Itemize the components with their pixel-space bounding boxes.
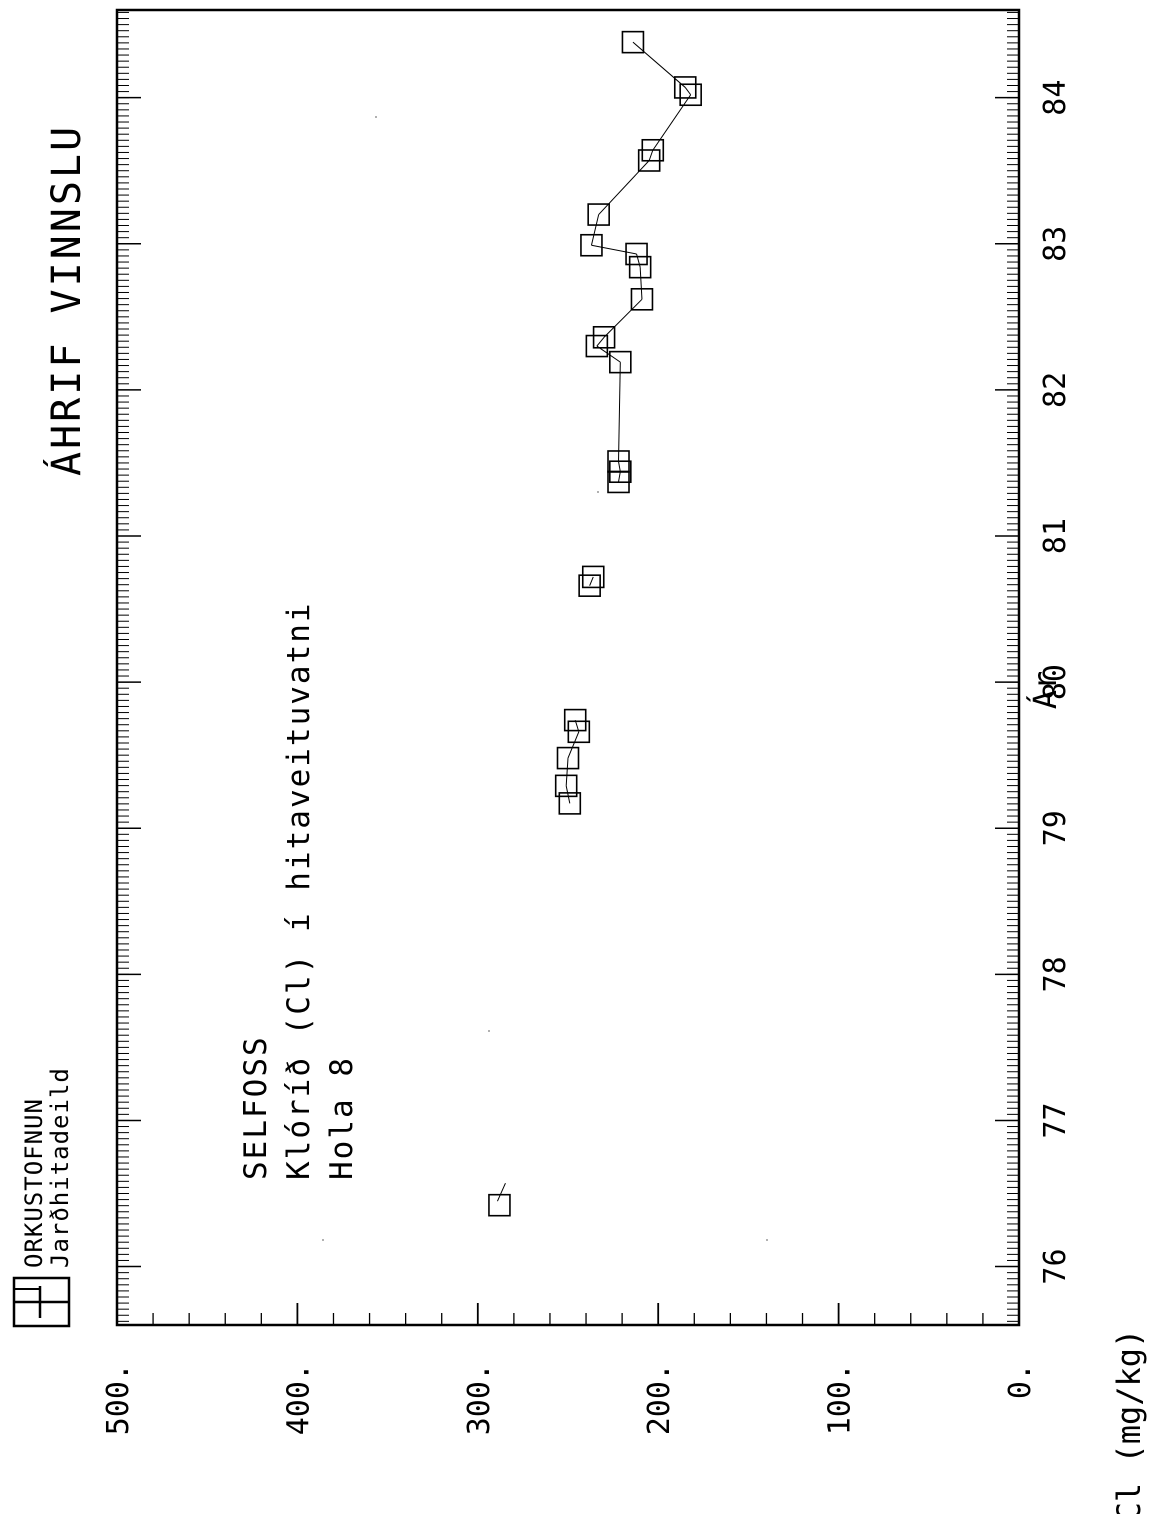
data-point (581, 565, 605, 589)
chart-title: ÁHRIF VINNSLU (42, 124, 90, 476)
data-point (567, 720, 591, 744)
data-point (641, 138, 665, 162)
series-segment (598, 160, 650, 215)
x-tick-label: 79 (1038, 810, 1073, 846)
series-segment (632, 41, 686, 88)
data-point (609, 350, 632, 374)
series-segment (565, 758, 569, 786)
y-tick-label: 0. (1003, 1363, 1038, 1399)
y-tick-label: 300. (462, 1363, 497, 1435)
data-point (556, 746, 580, 770)
scan-specks (322, 116, 768, 1241)
series-segment (591, 244, 637, 255)
y-axis-label: Cl (mg/kg) (1110, 1329, 1148, 1514)
data-point (587, 203, 610, 226)
data-point (488, 1193, 511, 1217)
data-point (558, 792, 582, 815)
series-segment (565, 785, 571, 804)
data-point (580, 233, 603, 257)
series-segment (618, 471, 621, 483)
annotation-well: Hola 8 (324, 1056, 360, 1180)
x-tick-label: 77 (1038, 1102, 1073, 1138)
logo (12, 1276, 71, 1328)
x-tick-label: 82 (1038, 372, 1073, 408)
series-segment (648, 150, 654, 161)
data-point (673, 76, 697, 99)
x-tick-label: 80 (1038, 664, 1073, 700)
series-segment (596, 336, 605, 347)
major-ticks (117, 96, 1019, 1268)
series-segment (590, 214, 600, 246)
annotation-location: SELFOSS (238, 1035, 274, 1180)
plot-frame (115, 8, 1021, 1327)
series-segment (652, 94, 692, 151)
department-name: Jarðhitadeild (46, 1067, 74, 1268)
x-tick-label: 84 (1038, 80, 1073, 116)
series-segment (618, 362, 621, 462)
data-point (621, 30, 645, 54)
data-point (554, 774, 578, 798)
org-name: ORKUSTOFNUN (20, 1098, 48, 1268)
series-segment (567, 731, 580, 759)
data-point (628, 255, 652, 279)
series-stub (496, 1182, 506, 1202)
y-axis-ticks (116, 1303, 1020, 1325)
data-point (592, 325, 616, 349)
data-point (625, 242, 648, 266)
x-tick-label: 78 (1038, 956, 1073, 992)
y-tick-label: 200. (642, 1363, 677, 1435)
data-point (563, 708, 587, 732)
series-segment (639, 267, 643, 300)
data-point (578, 574, 601, 597)
data-point (607, 450, 630, 473)
data-point (630, 287, 654, 311)
x-tick-label: 76 (1038, 1248, 1073, 1284)
series-segment (589, 576, 594, 586)
x-axis-label: Ár (1026, 671, 1064, 710)
data-point (679, 83, 702, 107)
data-point (585, 334, 609, 358)
series-segment (596, 345, 621, 363)
y-tick-label: 400. (281, 1363, 316, 1435)
series-segment (684, 87, 692, 96)
series-segment (618, 461, 621, 472)
series-cl (488, 30, 702, 1217)
y-tick-label: 100. (823, 1363, 858, 1435)
x-tick-label: 81 (1038, 518, 1073, 554)
plot-border (115, 8, 1021, 1327)
series-segment (603, 298, 643, 338)
minor-ticks (117, 11, 1019, 1322)
y-tick-label: 500. (101, 1363, 136, 1435)
x-tick-label: 83 (1038, 226, 1073, 262)
annotation-parameter: Klóríð (Cl) í hitaveituvatni (281, 601, 317, 1180)
